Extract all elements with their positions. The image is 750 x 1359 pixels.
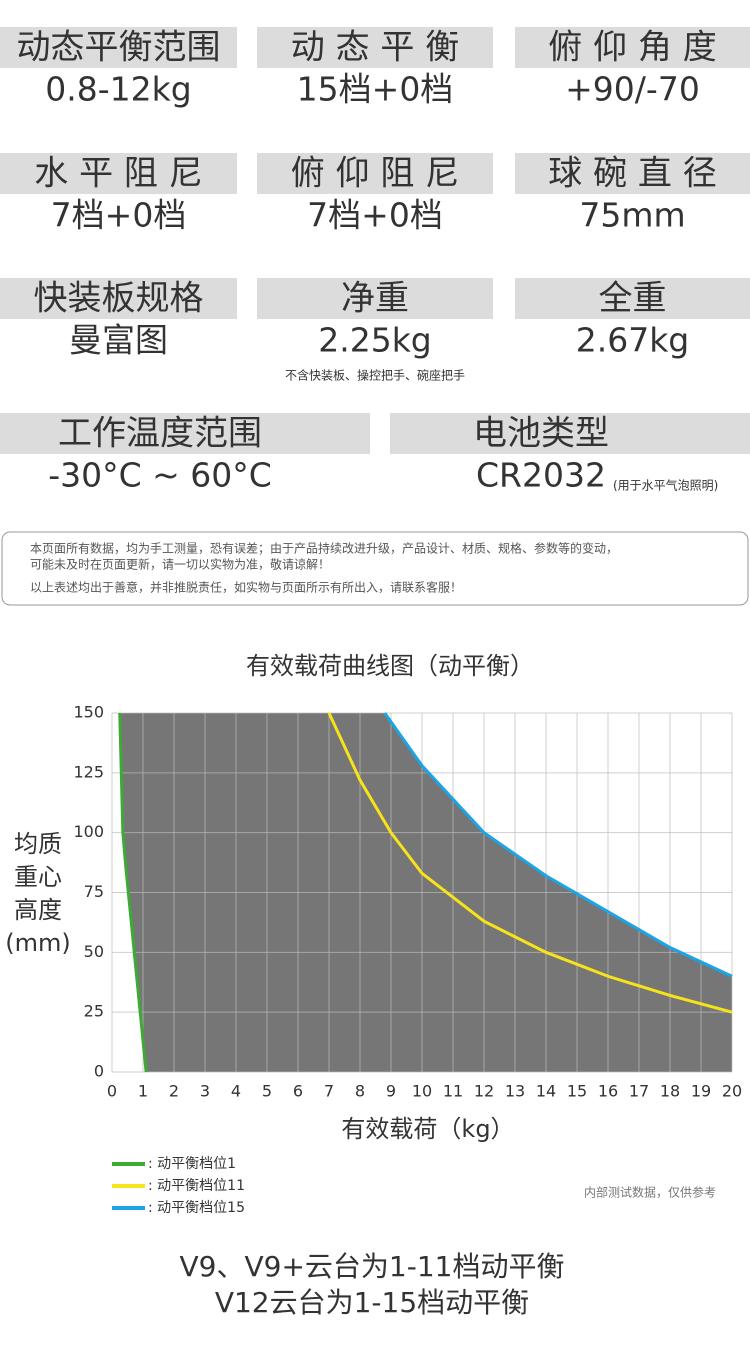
disclaimer-text: 以上表述均出于善意，并非推脱责任，如实物与页面所示有所出入，请联系客服！ <box>30 580 462 595</box>
x-tick-label: 0 <box>107 1082 117 1101</box>
y-tick-label: 50 <box>84 942 104 961</box>
x-tick-label: 14 <box>536 1082 556 1101</box>
spec-value: 曼富图 <box>69 321 168 360</box>
spec-value: 7档+0档 <box>307 196 443 235</box>
x-tick-label: 13 <box>505 1082 525 1101</box>
spec-label: 快装板规格 <box>34 279 204 319</box>
x-tick-label: 20 <box>722 1082 742 1101</box>
spec-value: -30°C ~ 60°C <box>48 456 272 495</box>
spec-value: 2.67kg <box>576 321 690 360</box>
spec-note: (用于水平气泡照明) <box>613 478 718 493</box>
spec-label-box <box>257 278 493 319</box>
spec-label: 工作温度范围 <box>58 414 262 454</box>
y-tick-label: 150 <box>73 703 104 722</box>
y-tick-label: 25 <box>84 1002 104 1021</box>
spec-label: 动态平衡范围 <box>17 28 221 68</box>
legend-label: : 动平衡档位1 <box>148 1156 236 1172</box>
legend-label: : 动平衡档位15 <box>148 1200 245 1216</box>
spec-label: 俯 仰 阻 尼 <box>291 154 459 194</box>
spec-value: 0.8-12kg <box>45 70 191 109</box>
y-axis-label: 重心 <box>14 863 62 891</box>
x-tick-label: 12 <box>474 1082 494 1101</box>
x-tick-label: 2 <box>169 1082 179 1101</box>
spec-label: 电池类型 <box>473 414 609 454</box>
series-line <box>383 712 733 978</box>
disclaimer-text: 本页面所有数据，均为手工测量，恐有误差；由于产品持续改进升级，产品设计、材质、规… <box>30 541 618 556</box>
y-tick-label: 75 <box>84 882 104 901</box>
y-tick-label: 100 <box>73 822 104 841</box>
series-line <box>327 712 733 1014</box>
x-tick-label: 17 <box>629 1082 649 1101</box>
spec-label: 球 碗 直 径 <box>548 154 716 194</box>
x-tick-label: 18 <box>660 1082 680 1101</box>
x-tick-label: 3 <box>200 1082 210 1101</box>
spec-label-box <box>515 153 750 194</box>
x-tick-label: 6 <box>293 1082 303 1101</box>
x-tick-label: 5 <box>262 1082 272 1101</box>
x-tick-label: 11 <box>443 1082 463 1101</box>
spec-label-box <box>257 153 493 194</box>
spec-value: 2.25kg <box>318 321 432 360</box>
y-axis-label: 均质 <box>14 830 62 858</box>
chart-title: 有效载荷曲线图（动平衡） <box>246 652 534 680</box>
spec-label: 水 平 阻 尼 <box>34 154 202 194</box>
x-tick-label: 19 <box>691 1082 711 1101</box>
spec-value: 15档+0档 <box>297 70 454 109</box>
x-axis-label: 有效载荷（kg） <box>341 1115 514 1143</box>
spec-label: 动 态 平 衡 <box>291 28 459 68</box>
x-tick-label: 16 <box>598 1082 618 1101</box>
x-tick-label: 10 <box>412 1082 432 1101</box>
disclaimer-text: 可能未及时在页面更新，请一切以实物为准，敬请谅解！ <box>30 557 330 572</box>
spec-label: 净重 <box>341 279 409 319</box>
spec-label-box <box>257 27 493 68</box>
x-tick-label: 9 <box>386 1082 396 1101</box>
footer-text: V9、V9+云台为1-11档动平衡 <box>180 1250 565 1283</box>
x-tick-label: 8 <box>355 1082 365 1101</box>
spec-label-box <box>0 413 370 454</box>
spec-label-box <box>390 413 750 454</box>
spec-value: CR2032 <box>476 456 606 495</box>
spec-label: 全重 <box>599 279 667 319</box>
spec-note: 不含快装板、操控把手、碗座把手 <box>285 368 465 383</box>
y-axis-label: 高度 <box>14 896 62 924</box>
y-tick-label: 125 <box>73 762 104 781</box>
x-tick-label: 7 <box>324 1082 334 1101</box>
y-axis-label: (mm) <box>5 929 70 957</box>
spec-label-box <box>0 153 237 194</box>
spec-value: 7档+0档 <box>51 196 187 235</box>
spec-label-box <box>515 278 750 319</box>
legend-label: : 动平衡档位11 <box>148 1178 245 1194</box>
x-tick-label: 1 <box>138 1082 148 1101</box>
y-tick-label: 0 <box>94 1062 104 1081</box>
spec-value: 75mm <box>579 196 685 235</box>
spec-label-box <box>515 27 750 68</box>
spec-label-box <box>0 27 237 68</box>
series-line <box>118 712 148 1073</box>
chart-note: 内部测试数据，仅供参考 <box>584 1185 716 1200</box>
footer-text: V12云台为1-15档动平衡 <box>215 1286 529 1319</box>
disclaimer-box <box>1 531 749 606</box>
x-tick-label: 15 <box>567 1082 587 1101</box>
spec-label: 俯 仰 角 度 <box>548 28 716 68</box>
spec-label-box <box>0 278 237 319</box>
x-tick-label: 4 <box>231 1082 241 1101</box>
spec-value: +90/-70 <box>565 70 700 109</box>
